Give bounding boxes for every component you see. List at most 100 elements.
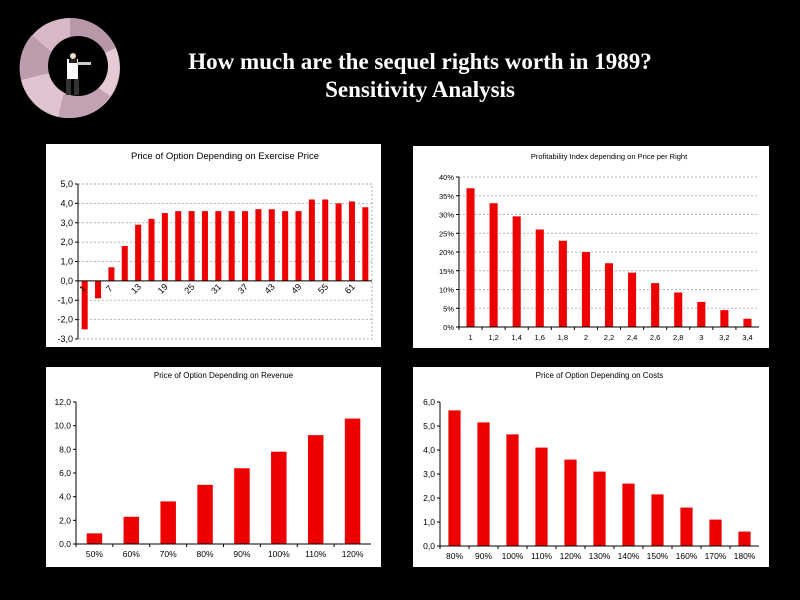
bar bbox=[322, 199, 329, 281]
y-tick-label: 6,0 bbox=[423, 397, 435, 407]
y-tick-label: 5,0 bbox=[423, 421, 435, 431]
y-tick-label: 2,0 bbox=[59, 515, 71, 525]
y-tick-label: 3,0 bbox=[423, 469, 435, 479]
bar bbox=[581, 252, 590, 327]
x-tick-label: 19 bbox=[156, 282, 170, 296]
y-tick-label: 1,0 bbox=[423, 517, 435, 527]
y-tick-label: 0% bbox=[443, 323, 454, 332]
bar bbox=[697, 301, 706, 327]
bar bbox=[651, 494, 664, 546]
bar bbox=[738, 531, 751, 546]
chart-costs: Price of Option Depending on Costs 6,0 5,0… bbox=[423, 371, 759, 561]
bar bbox=[709, 519, 722, 546]
x-tick-label: 90% bbox=[475, 551, 492, 561]
x-tick-label: 49 bbox=[289, 282, 303, 296]
bar bbox=[348, 201, 355, 281]
x-tick-label: 170% bbox=[705, 551, 727, 561]
x-tick-label: 120% bbox=[560, 551, 582, 561]
x-tick-label: 140% bbox=[618, 551, 640, 561]
x-tick-label: 55 bbox=[316, 282, 330, 296]
x-tick-label: 180% bbox=[734, 551, 756, 561]
x-tick-label: 3,4 bbox=[742, 333, 752, 342]
bar bbox=[448, 410, 461, 546]
y-tick-label: 30% bbox=[439, 211, 454, 220]
bar bbox=[148, 218, 155, 281]
chart-title: Price of Option Depending on Costs bbox=[536, 371, 664, 380]
bar bbox=[512, 216, 521, 327]
gun-barrel-logo bbox=[19, 18, 120, 118]
bar bbox=[123, 516, 140, 544]
chart-panel-revenue: Price of Option Depending on Revenue 12,0… bbox=[46, 367, 381, 567]
bar bbox=[489, 203, 498, 327]
y-tick-label: 15% bbox=[439, 267, 454, 276]
x-tick-label: 120% bbox=[342, 549, 364, 559]
x-tick-label: 1,8 bbox=[558, 333, 568, 342]
bar bbox=[197, 484, 213, 544]
x-tick-label: 70% bbox=[160, 549, 177, 559]
x-tick-label: 1,4 bbox=[511, 333, 521, 342]
y-tick-label: 10% bbox=[439, 286, 454, 295]
y-tick-label: 2,0 bbox=[60, 237, 73, 247]
bar bbox=[234, 468, 250, 544]
bar bbox=[506, 434, 519, 546]
bar bbox=[308, 199, 315, 281]
x-tick-label: 2 bbox=[584, 333, 588, 342]
y-tick-label: 3,0 bbox=[60, 218, 73, 228]
x-tick-label: 1,6 bbox=[535, 333, 545, 342]
bar bbox=[255, 209, 262, 281]
x-tick-label: 61 bbox=[343, 282, 357, 296]
bar bbox=[228, 211, 235, 281]
x-tick-label: 110% bbox=[305, 549, 327, 559]
bar bbox=[535, 447, 548, 546]
y-tick-label: 25% bbox=[439, 229, 454, 238]
bar bbox=[344, 418, 361, 544]
x-tick-label: 2,2 bbox=[604, 333, 614, 342]
bar bbox=[604, 263, 614, 327]
chart-revenue: Price of Option Depending on Revenue 12,0… bbox=[54, 371, 371, 559]
y-tick-label: 0,0 bbox=[423, 541, 435, 551]
x-tick-label: 80% bbox=[446, 551, 463, 561]
bar bbox=[593, 471, 606, 546]
bar bbox=[466, 188, 475, 327]
y-tick-label: 35% bbox=[439, 192, 454, 201]
bar bbox=[215, 211, 222, 281]
y-tick-label: 4,0 bbox=[59, 492, 71, 502]
bar bbox=[651, 283, 660, 327]
x-tick-label: 1 bbox=[77, 283, 88, 294]
y-tick-label: 20% bbox=[439, 248, 454, 257]
slide-title: How much are the sequel rights worth in … bbox=[120, 48, 720, 104]
x-tick-label: 60% bbox=[123, 549, 140, 559]
chart-title: Price of Option Depending on Revenue bbox=[154, 371, 294, 380]
y-tick-label: 40% bbox=[439, 173, 454, 182]
x-tick-label: 31 bbox=[209, 282, 223, 296]
x-tick-label: 2,4 bbox=[627, 333, 637, 342]
y-tick-label: 6,0 bbox=[59, 468, 71, 478]
bar bbox=[160, 501, 176, 544]
bar bbox=[535, 229, 544, 327]
bar bbox=[201, 211, 208, 281]
bar bbox=[121, 246, 128, 281]
x-tick-label: 100% bbox=[268, 549, 290, 559]
chart-profitability-index: Profitability Index depending on Price p… bbox=[439, 152, 759, 342]
bar bbox=[307, 435, 324, 544]
bar bbox=[622, 483, 635, 546]
bar bbox=[362, 207, 369, 281]
y-tick-label: 12,0 bbox=[54, 397, 71, 407]
y-tick-label: 0,0 bbox=[59, 539, 71, 549]
bar bbox=[188, 211, 195, 281]
x-tick-label: 150% bbox=[647, 551, 669, 561]
y-tick-label: 8,0 bbox=[59, 444, 71, 454]
bar bbox=[674, 292, 683, 327]
chart-panel-costs: Price of Option Depending on Costs 6,0 5,0… bbox=[413, 367, 769, 567]
bar bbox=[95, 280, 102, 299]
bar bbox=[242, 211, 249, 281]
y-tick-label: 4,0 bbox=[60, 198, 73, 208]
bar bbox=[86, 533, 103, 544]
x-tick-label: 13 bbox=[129, 282, 143, 296]
y-tick-label: -1,0 bbox=[57, 295, 73, 305]
x-tick-label: 110% bbox=[531, 551, 553, 561]
x-tick-label: 2,8 bbox=[673, 333, 683, 342]
y-tick-label: 10,0 bbox=[54, 421, 71, 431]
bar bbox=[268, 209, 275, 281]
y-tick-label: 5,0 bbox=[60, 179, 73, 189]
